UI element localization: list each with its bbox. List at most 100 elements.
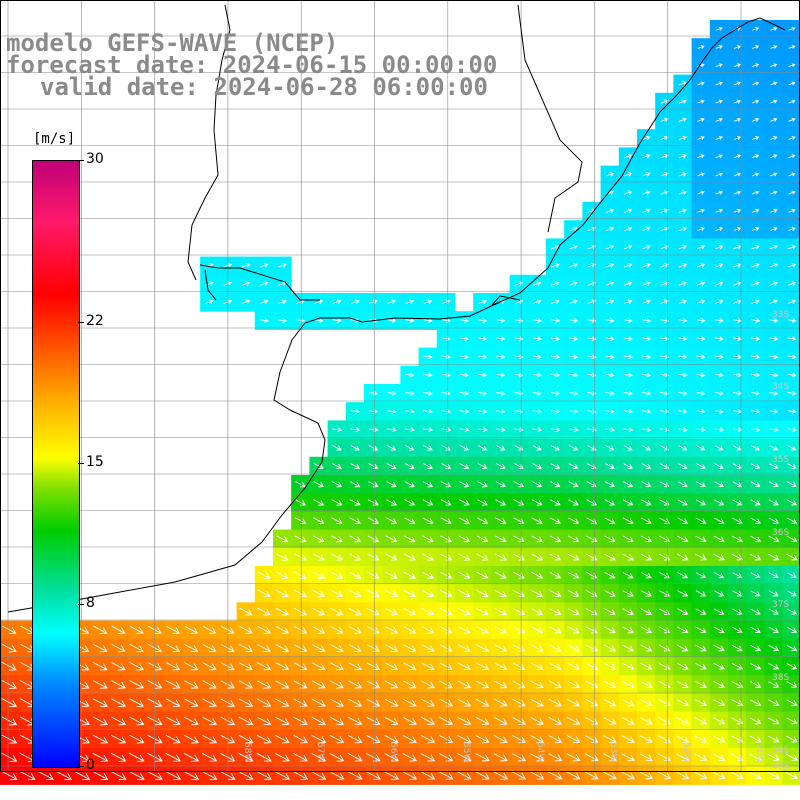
wind-arrow xyxy=(275,607,289,616)
wind-arrow xyxy=(275,589,289,598)
wind-arrow xyxy=(205,299,215,304)
wind-arrow xyxy=(476,589,489,598)
wind-arrow xyxy=(259,299,269,304)
wind-arrow xyxy=(129,625,144,634)
wind-arrow xyxy=(329,680,344,689)
wind-arrow xyxy=(531,553,544,561)
wind-arrow xyxy=(440,499,452,506)
wind-arrow xyxy=(713,535,725,543)
wind-arrow xyxy=(642,154,651,159)
wind-arrow xyxy=(129,680,145,689)
wind-arrow xyxy=(622,662,635,670)
wind-arrow xyxy=(386,427,397,433)
wind-arrow xyxy=(641,390,652,396)
wind-arrow xyxy=(696,244,706,250)
wind-arrow xyxy=(788,45,796,49)
wind-arrow xyxy=(1,698,18,708)
wind-arrow xyxy=(312,553,325,561)
wind-arrow xyxy=(788,208,796,213)
wind-arrow xyxy=(514,354,524,360)
wind-arrow xyxy=(623,463,633,469)
wind-arrow xyxy=(640,517,652,524)
wind-arrow xyxy=(696,336,706,342)
wind-arrow xyxy=(640,590,652,597)
wind-arrow xyxy=(512,590,525,598)
wind-arrow xyxy=(476,626,489,634)
wind-arrow xyxy=(256,734,272,744)
wind-arrow xyxy=(367,589,380,598)
wind-arrow xyxy=(604,608,616,616)
wind-arrow xyxy=(496,408,506,414)
wind-arrow xyxy=(550,390,561,396)
wind-arrow xyxy=(347,753,363,762)
wind-arrow xyxy=(475,735,490,744)
wind-arrow xyxy=(348,680,363,689)
wind-arrow xyxy=(715,26,723,31)
wind-arrow xyxy=(787,354,797,360)
wind-arrow xyxy=(566,698,581,707)
wind-arrow xyxy=(696,281,706,286)
wind-arrow xyxy=(585,535,598,543)
wind-arrow xyxy=(659,427,670,433)
wind-arrow xyxy=(751,99,760,104)
wind-arrow xyxy=(512,716,526,725)
wind-arrow xyxy=(569,354,579,360)
wind-arrow xyxy=(787,299,797,304)
wind-arrow xyxy=(549,608,562,616)
wind-arrow xyxy=(495,499,507,506)
wind-arrow xyxy=(769,281,779,286)
wind-arrow xyxy=(329,698,345,707)
wind-arrow xyxy=(257,626,271,634)
wind-arrow xyxy=(696,372,706,378)
wind-arrow xyxy=(365,753,381,762)
wind-arrow xyxy=(386,463,397,470)
wind-arrow xyxy=(256,698,272,707)
wind-arrow xyxy=(532,390,542,396)
wind-arrow xyxy=(696,463,706,469)
wind-arrow xyxy=(715,208,724,213)
wind-arrow xyxy=(678,281,688,286)
wind-arrow xyxy=(421,571,435,579)
wind-arrow xyxy=(731,553,744,561)
wind-arrow xyxy=(641,372,652,378)
wind-arrow xyxy=(714,354,724,360)
wind-arrow xyxy=(751,172,760,177)
wind-arrow xyxy=(93,625,108,634)
wind-arrow xyxy=(403,626,417,634)
wind-arrow xyxy=(385,517,398,524)
wind-arrow xyxy=(532,481,543,488)
wind-arrow xyxy=(569,244,578,250)
wind-arrow xyxy=(624,208,633,213)
wind-arrow xyxy=(749,735,762,743)
wind-arrow xyxy=(422,499,434,506)
wind-arrow xyxy=(293,716,308,726)
wind-arrow xyxy=(548,716,563,725)
wind-arrow xyxy=(623,481,634,488)
wind-arrow xyxy=(312,589,326,598)
wind-arrow xyxy=(603,717,617,725)
wind-arrow xyxy=(275,716,290,726)
wind-arrow xyxy=(129,716,145,726)
coastline xyxy=(7,17,786,613)
wind-arrow xyxy=(623,299,633,304)
wind-arrow xyxy=(621,735,635,743)
wind-arrow xyxy=(257,662,272,671)
wind-arrow xyxy=(769,409,779,414)
wind-arrow xyxy=(569,372,579,378)
wind-arrow xyxy=(184,680,199,689)
wind-arrow xyxy=(276,535,289,543)
wind-arrow xyxy=(713,626,725,634)
wind-arrow xyxy=(402,753,418,762)
wind-arrow xyxy=(770,227,778,231)
wind-arrow xyxy=(787,427,797,433)
wind-arrow xyxy=(330,589,344,598)
wind-arrow xyxy=(623,427,634,433)
wind-arrow xyxy=(111,698,127,708)
wind-arrow xyxy=(569,336,579,342)
wind-arrow xyxy=(1,734,18,744)
wind-arrow xyxy=(238,680,254,689)
wind-arrow xyxy=(768,644,780,652)
wind-arrow xyxy=(768,626,780,633)
wind-arrow xyxy=(733,172,742,177)
